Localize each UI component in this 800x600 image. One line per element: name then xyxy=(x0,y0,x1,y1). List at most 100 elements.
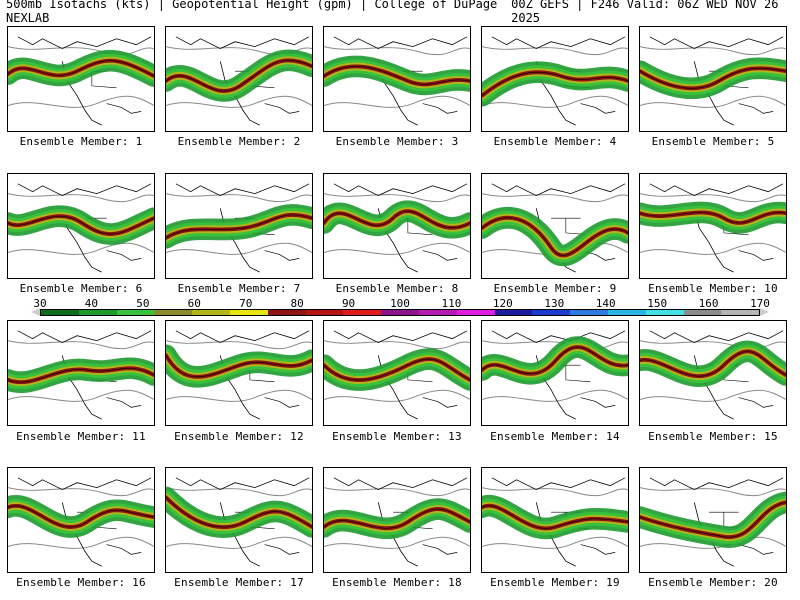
ensemble-map-panel xyxy=(7,26,155,132)
colorbar-swatch xyxy=(381,310,419,315)
header: 500mb Isotachs (kts) | Geopotential Heig… xyxy=(0,0,800,25)
ensemble-member-caption: Ensemble Member: 8 xyxy=(335,282,459,295)
ensemble-member-caption: Ensemble Member: 15 xyxy=(648,430,778,443)
jet-stream-map xyxy=(8,330,154,420)
jet-stream-map xyxy=(324,330,470,420)
jet-stream-map xyxy=(482,183,628,273)
ensemble-member-caption: Ensemble Member: 7 xyxy=(177,282,301,295)
jet-stream-map xyxy=(640,330,786,420)
colorbar-swatch xyxy=(192,310,230,315)
jet-stream-map xyxy=(166,36,312,126)
ensemble-map-panel xyxy=(323,173,471,279)
jet-stream-map xyxy=(324,36,470,126)
colorbar-swatch xyxy=(418,310,457,315)
jet-stream-map xyxy=(8,36,154,126)
colorbar-swatch xyxy=(267,310,306,315)
colorbar-swatch xyxy=(607,310,646,315)
colorbar-swatch xyxy=(683,310,722,315)
ensemble-map-panel xyxy=(165,173,313,279)
colorbar-tick-label: 110 xyxy=(441,297,462,310)
ensemble-map-panel xyxy=(481,173,629,279)
ensemble-member-caption: Ensemble Member: 1 xyxy=(19,135,143,148)
colorbar-swatch xyxy=(532,310,571,315)
jet-stream-map xyxy=(640,36,786,126)
ensemble-member-caption: Ensemble Member: 13 xyxy=(332,430,462,443)
ensemble-member-caption: Ensemble Member: 10 xyxy=(648,282,778,295)
ensemble-member-caption: Ensemble Member: 19 xyxy=(490,576,620,589)
ensemble-map-panel xyxy=(639,173,787,279)
jet-stream-map xyxy=(8,183,154,273)
ensemble-map-panel xyxy=(481,467,629,573)
ensemble-member-caption: Ensemble Member: 17 xyxy=(174,576,304,589)
colorbar-tick-label: 80 xyxy=(290,297,304,310)
colorbar-tick-label: 70 xyxy=(239,297,253,310)
ensemble-map-panel xyxy=(165,467,313,573)
ensemble-map-panel xyxy=(7,173,155,279)
ensemble-map-panel xyxy=(7,467,155,573)
colorbar-tick-label: 160 xyxy=(698,297,719,310)
colorbar-swatch xyxy=(570,310,608,315)
ensemble-member-caption: Ensemble Member: 18 xyxy=(332,576,462,589)
colorbar-tick-label: 60 xyxy=(187,297,201,310)
ensemble-map-panel xyxy=(481,26,629,132)
jet-stream-map xyxy=(482,36,628,126)
colorbar-tick-label: 150 xyxy=(647,297,668,310)
colorbar-swatch xyxy=(343,310,382,315)
ensemble-member-caption: Ensemble Member: 2 xyxy=(177,135,301,148)
ensemble-member-caption: Ensemble Member: 14 xyxy=(490,430,620,443)
ensemble-member-caption: Ensemble Member: 5 xyxy=(651,135,775,148)
colorbar-swatch xyxy=(305,310,344,315)
ensemble-map-panel xyxy=(323,26,471,132)
ensemble-map-panel xyxy=(323,467,471,573)
colorbar-tick-label: 140 xyxy=(595,297,616,310)
colorbar-tick-label: 100 xyxy=(390,297,410,310)
jet-stream-map xyxy=(482,477,628,567)
colorbar-tick-label: 120 xyxy=(492,297,513,310)
ensemble-map-panel xyxy=(165,26,313,132)
colorbar-swatch xyxy=(116,310,155,315)
jet-stream-map xyxy=(324,183,470,273)
jet-stream-map xyxy=(482,330,628,420)
colorbar-swatch xyxy=(41,310,79,315)
colorbar-labels: 30 40 50 60 70 80 90 100 110 120 130 140 150 160 170 xyxy=(0,297,800,310)
colorbar-tick-label: 30 xyxy=(33,297,47,310)
ensemble-map-panel xyxy=(481,320,629,426)
ensemble-member-caption: Ensemble Member: 20 xyxy=(648,576,778,589)
colorbar-swatch xyxy=(494,310,533,315)
ensemble-member-caption: Ensemble Member: 11 xyxy=(16,430,146,443)
ensemble-member-caption: Ensemble Member: 6 xyxy=(19,282,143,295)
ensemble-map-panel xyxy=(323,320,471,426)
jet-stream-map xyxy=(640,183,786,273)
ensemble-member-caption: Ensemble Member: 16 xyxy=(16,576,146,589)
colorbar-swatch xyxy=(154,310,193,315)
jet-stream-map xyxy=(324,477,470,567)
ensemble-member-caption: Ensemble Member: 3 xyxy=(335,135,459,148)
ensemble-member-caption: Ensemble Member: 12 xyxy=(174,430,304,443)
colorbar-low-arrow xyxy=(31,308,40,316)
colorbar-tick-label: 170 xyxy=(750,297,770,310)
ensemble-map-panel xyxy=(165,320,313,426)
colorbar-swatch xyxy=(78,310,117,315)
colorbar-swatch xyxy=(721,310,760,315)
colorbar-high-arrow xyxy=(760,308,769,316)
colorbar xyxy=(40,309,760,316)
jet-stream-map xyxy=(640,477,786,567)
colorbar-tick-label: 50 xyxy=(136,297,150,310)
colorbar-swatch xyxy=(645,310,684,315)
header-title: 500mb Isotachs (kts) | Geopotential Heig… xyxy=(6,0,498,25)
ensemble-map-panel xyxy=(639,26,787,132)
jet-stream-map xyxy=(8,477,154,567)
colorbar-tick-label: 40 xyxy=(84,297,99,310)
ensemble-member-caption: Ensemble Member: 9 xyxy=(493,282,617,295)
jet-stream-map xyxy=(166,477,312,567)
jet-stream-map xyxy=(166,183,312,273)
colorbar-swatch xyxy=(456,310,495,315)
ensemble-member-caption: Ensemble Member: 4 xyxy=(493,135,617,148)
jet-stream-map xyxy=(166,330,312,420)
ensemble-map-panel xyxy=(7,320,155,426)
ensemble-map-panel xyxy=(639,467,787,573)
colorbar-tick-label: 130 xyxy=(544,297,565,310)
colorbar-swatch xyxy=(229,310,268,315)
colorbar-tick-label: 90 xyxy=(341,297,356,310)
header-run-info: 00Z GEFS | F246 Valid: 06Z WED NOV 26 20… xyxy=(511,0,779,25)
